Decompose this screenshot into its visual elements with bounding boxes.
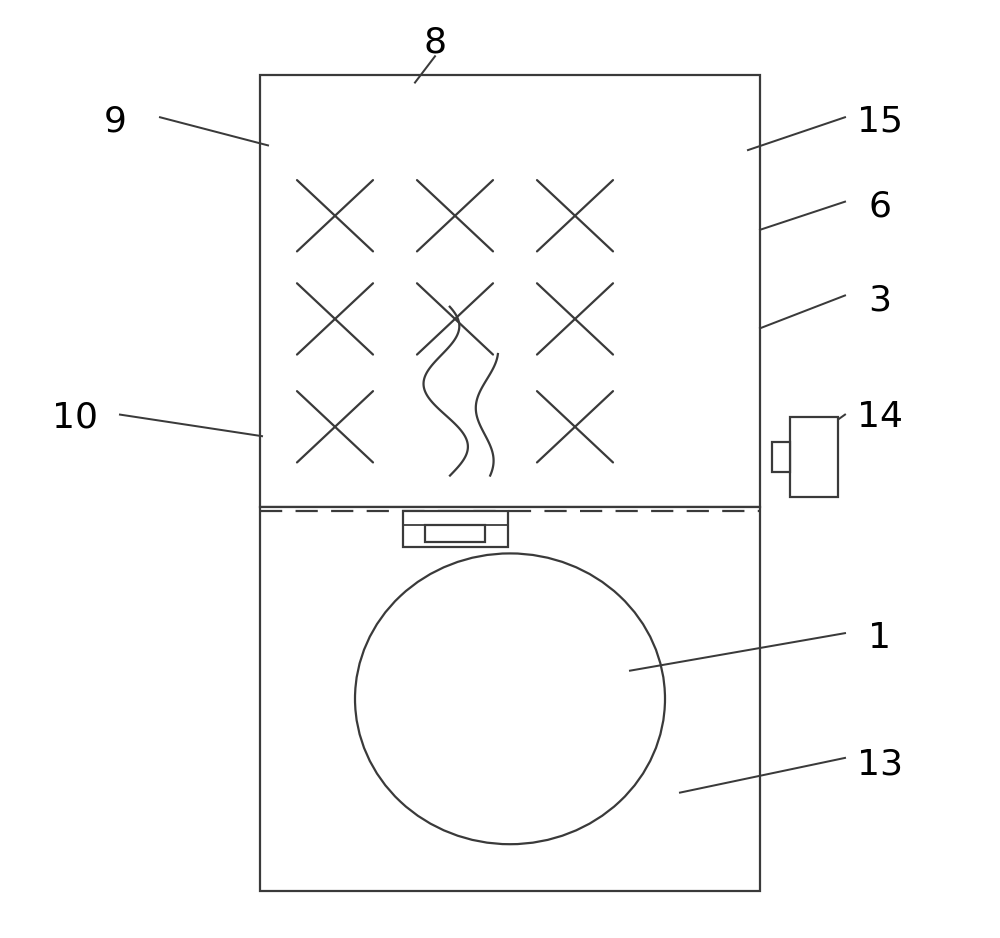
Bar xyxy=(260,507,760,891)
Text: 3: 3 xyxy=(868,283,892,317)
Text: 8: 8 xyxy=(423,25,447,59)
Text: 1: 1 xyxy=(868,621,892,655)
Bar xyxy=(402,511,508,547)
Text: 10: 10 xyxy=(52,401,98,434)
Text: 9: 9 xyxy=(104,105,126,139)
Bar xyxy=(772,443,790,473)
Text: 15: 15 xyxy=(857,105,903,139)
Bar xyxy=(790,417,838,497)
Bar xyxy=(425,524,485,541)
Text: 6: 6 xyxy=(868,189,892,223)
Bar xyxy=(260,75,760,507)
Text: 14: 14 xyxy=(857,401,903,434)
Text: 13: 13 xyxy=(857,748,903,781)
